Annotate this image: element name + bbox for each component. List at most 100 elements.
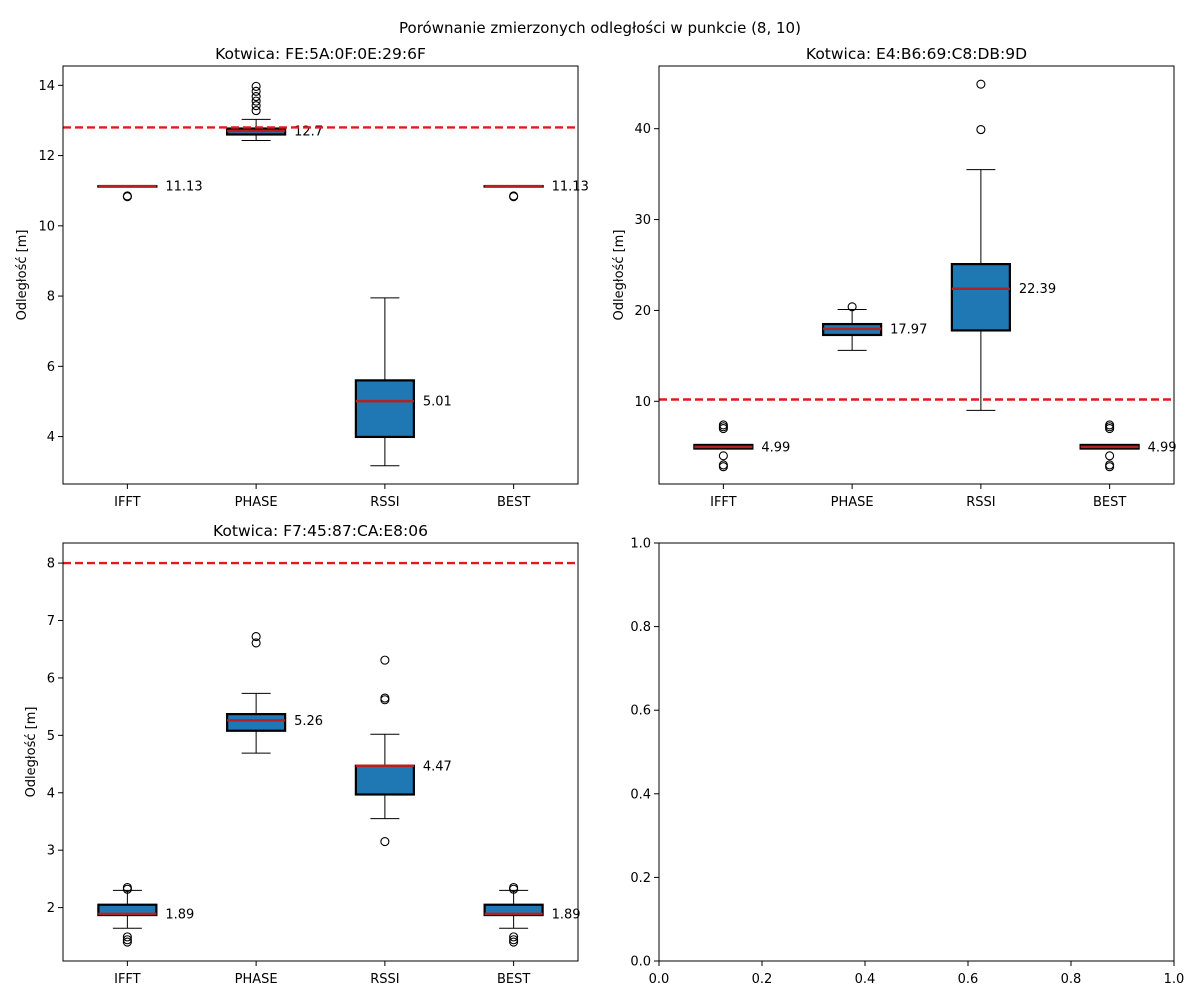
x-tick-label: IFFT	[114, 495, 141, 510]
outlier-point	[847, 302, 857, 312]
outlier-point	[251, 632, 261, 642]
y-tick-label: 14	[38, 79, 55, 94]
x-tick-label: 0.4	[855, 972, 876, 987]
box-rssi: 22.39	[950, 79, 1056, 411]
box-body	[354, 379, 415, 439]
y-tick-label: 0.4	[630, 787, 651, 802]
plot-area	[62, 542, 579, 962]
outlier-point	[122, 882, 132, 893]
outlier-point	[509, 882, 519, 893]
outlier-point	[122, 932, 132, 942]
box-phase: 17.97	[822, 302, 927, 351]
outlier-point	[718, 462, 728, 472]
outlier-point	[251, 81, 261, 91]
box-phase: 5.26	[226, 632, 323, 754]
y-tick-label: 0.0	[630, 955, 651, 970]
median-value-label: 4.99	[1148, 440, 1177, 455]
x-tick-label: IFFT	[114, 972, 141, 987]
x-tick-label: PHASE	[235, 972, 278, 987]
y-tick-label: 20	[634, 304, 651, 319]
box-best: 11.13	[483, 180, 589, 202]
box-body	[226, 713, 287, 732]
outlier-point	[380, 693, 390, 703]
x-tick-label: PHASE	[235, 495, 278, 510]
outlier-point	[1105, 460, 1115, 470]
median-value-label: 4.47	[423, 759, 452, 774]
x-tick-label: 0.0	[649, 972, 670, 987]
y-tick-label: 4	[47, 786, 55, 801]
y-tick-label: 8	[47, 290, 55, 305]
y-tick-label: 0.8	[630, 620, 651, 635]
y-tick-label: 3	[47, 844, 55, 859]
subplot-title: Kotwica: E4:B6:69:C8:DB:9D	[806, 45, 1027, 63]
y-tick-label: 1.0	[630, 537, 651, 552]
x-tick-label: BEST	[1093, 495, 1126, 510]
outlier-point	[380, 837, 390, 847]
y-tick-label: 8	[47, 557, 55, 572]
plot-area	[658, 542, 1175, 962]
box-ifft: 11.13	[97, 180, 203, 202]
outlier-point	[122, 935, 132, 945]
outlier-point	[380, 655, 390, 665]
box-body	[950, 262, 1011, 332]
y-tick-label: 30	[634, 213, 651, 228]
median-value-label: 11.13	[552, 180, 589, 195]
outlier-point	[251, 92, 261, 102]
median-value-label: 22.39	[1019, 282, 1056, 297]
box-best: 1.89	[483, 882, 581, 947]
box-phase: 12.7	[226, 81, 323, 141]
median-value-label: 1.89	[165, 907, 194, 922]
outlier-point	[251, 101, 261, 111]
plot-area	[658, 65, 1175, 485]
subplot-anchor-f74587cae806: Kotwica: F7:45:87:CA:E8:06 Odległość [m] 2…	[24, 522, 581, 987]
plot-area	[62, 65, 579, 485]
subplot-empty: 0.0 0.2 0.4 0.6 0.8 1.0 0.0 0.2 0.4 0.6 0.8 1.0	[630, 537, 1184, 988]
subplot-anchor-e4b669c8db9d: Kotwica: E4:B6:69:C8:DB:9D Odległość [m] 1…	[612, 45, 1177, 510]
x-tick-label: RSSI	[370, 495, 399, 510]
x-tick-label: PHASE	[831, 495, 874, 510]
box-body	[354, 764, 415, 796]
subplot-title: Kotwica: F7:45:87:CA:E8:06	[213, 522, 428, 540]
box-ifft: 4.99	[693, 420, 790, 472]
outlier-point	[251, 106, 261, 116]
y-tick-label: 6	[47, 360, 55, 375]
x-tick-label: BEST	[497, 495, 530, 510]
y-tick-label: 10	[634, 395, 651, 410]
y-tick-label: 0.6	[630, 704, 651, 719]
y-axis-label: Odległość [m]	[24, 707, 39, 798]
outlier-point	[718, 460, 728, 470]
y-tick-label: 2	[47, 901, 55, 916]
box-best: 4.99	[1079, 420, 1177, 472]
outlier-point	[251, 86, 261, 96]
median-value-label: 5.01	[423, 395, 452, 410]
median-value-label: 1.89	[552, 907, 581, 922]
y-tick-label: 12	[38, 149, 55, 164]
outlier-point	[122, 192, 132, 202]
outlier-point	[251, 96, 261, 106]
y-tick-label: 4	[47, 430, 55, 445]
outlier-point	[976, 125, 986, 135]
subplot-title: Kotwica: FE:5A:0F:0E:29:6F	[215, 45, 426, 63]
box-rssi: 4.47	[354, 655, 452, 847]
outlier-point	[718, 451, 728, 461]
x-tick-label: BEST	[497, 972, 530, 987]
box-ifft: 1.89	[97, 882, 194, 947]
x-tick-label: RSSI	[966, 495, 995, 510]
outlier-point	[718, 420, 728, 430]
outlier-point	[509, 937, 519, 947]
x-tick-label: 0.2	[752, 972, 773, 987]
outlier-point	[122, 937, 132, 947]
y-tick-label: 7	[47, 614, 55, 629]
figure-suptitle: Porównanie zmierzonych odległości w punk…	[399, 19, 801, 37]
x-tick-label: RSSI	[370, 972, 399, 987]
outlier-point	[1105, 422, 1115, 432]
y-tick-label: 40	[634, 122, 651, 137]
median-value-label: 4.99	[761, 440, 790, 455]
subplot-anchor-fe5a0f0e296f: Kotwica: FE:5A:0F:0E:29:6F Odległość [m] 4…	[15, 45, 589, 510]
y-tick-label: 5	[47, 729, 55, 744]
outlier-point	[1105, 451, 1115, 461]
y-axis-label: Odległość [m]	[15, 230, 30, 321]
box-rssi: 5.01	[354, 297, 452, 467]
outlier-point	[509, 935, 519, 945]
